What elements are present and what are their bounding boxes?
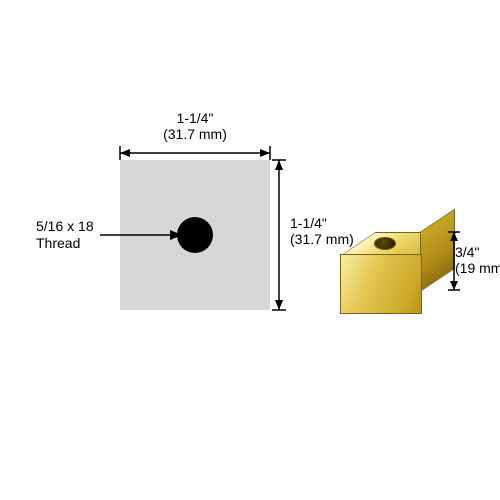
height-value-imperial: 1-1/4"	[290, 215, 327, 231]
thread-spec-line2: Thread	[36, 235, 80, 251]
block-top-hole	[374, 237, 396, 250]
block-height-dimension-label: 3/4" (19 mm)	[455, 244, 500, 276]
width-value-imperial: 1-1/4"	[177, 110, 214, 126]
isometric-block	[340, 232, 450, 322]
block-front-face	[340, 254, 422, 314]
width-dimension-line	[120, 146, 270, 166]
block-height-metric: (19 mm)	[455, 260, 500, 276]
thread-spec-line1: 5/16 x 18	[36, 218, 94, 234]
height-dimension-line	[272, 160, 292, 310]
width-value-metric: (31.7 mm)	[163, 126, 227, 142]
thread-callout-label: 5/16 x 18 Thread	[36, 218, 94, 252]
block-height-imperial: 3/4"	[455, 244, 479, 260]
technical-diagram: 1-1/4" (31.7 mm) 1-1/4" (31.7 mm) 5/16 x…	[0, 0, 500, 500]
thread-callout-arrow	[100, 225, 185, 245]
width-dimension-label: 1-1/4" (31.7 mm)	[145, 110, 245, 142]
